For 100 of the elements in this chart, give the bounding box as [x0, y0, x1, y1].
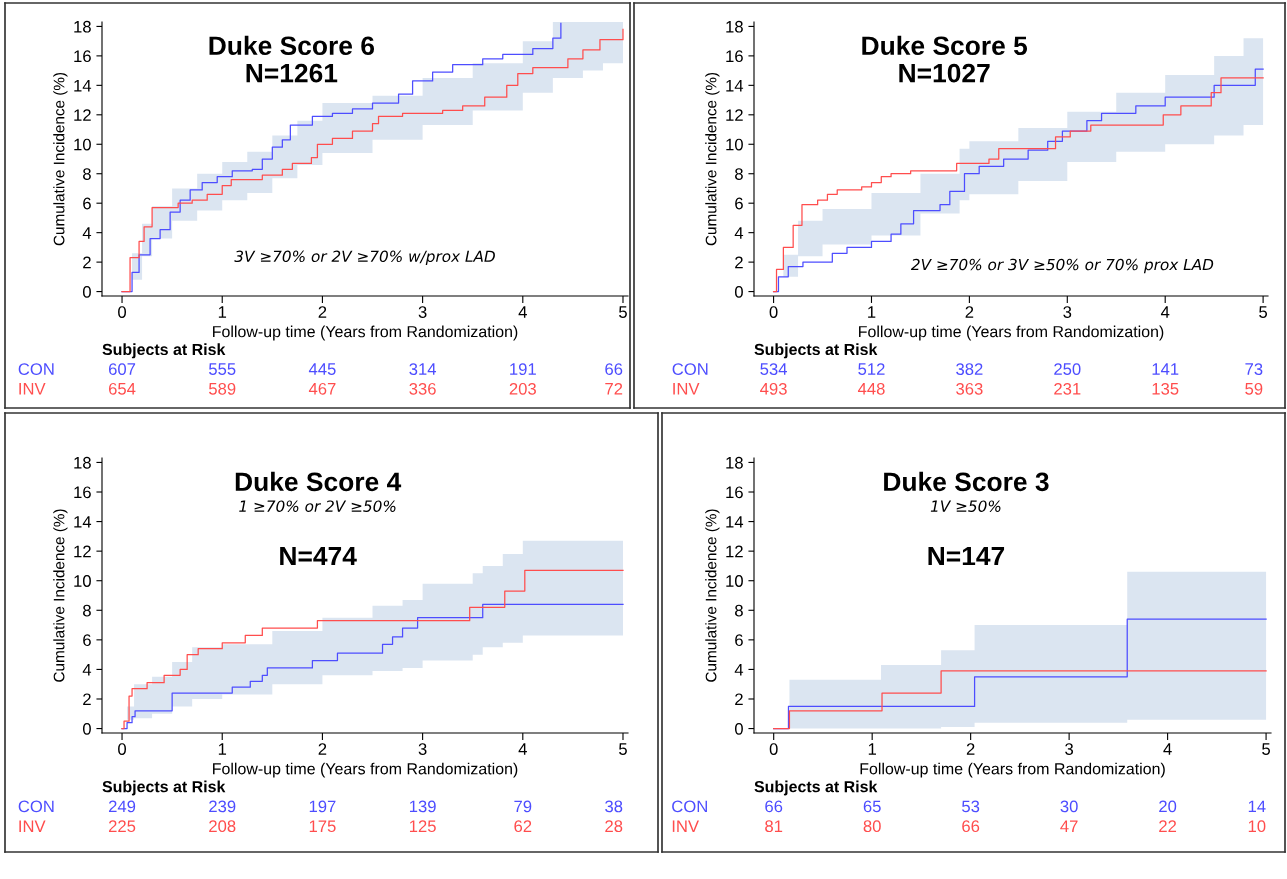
text: N=1261	[246, 63, 338, 83]
y-tick-label: 14	[74, 79, 92, 92]
text: 197	[309, 800, 336, 813]
x-tick-label: 4	[518, 306, 527, 318]
x-tick-label: 0	[769, 306, 778, 318]
y-tick-label: 16	[74, 50, 91, 63]
text: 10	[1248, 820, 1266, 833]
chart-title: Duke Score 6	[209, 35, 375, 56]
x-tick-label: 5	[619, 306, 627, 318]
text: 203	[509, 382, 536, 395]
x-tick-label: 0	[118, 306, 127, 318]
text: 81	[765, 820, 783, 833]
y-tick-label: 8	[83, 604, 91, 617]
text: 38	[605, 800, 623, 813]
x-tick-label: 2	[318, 743, 327, 755]
x-tick-label: 3	[418, 306, 427, 318]
y-tick-label: 2	[735, 256, 743, 269]
y-tick-label: 4	[82, 227, 92, 239]
text: 135	[1152, 382, 1179, 395]
y-tick-label: 6	[83, 634, 91, 647]
y-axis-title: Cumulative Incidence (%)	[705, 509, 720, 682]
y-tick-label: 4	[82, 664, 92, 676]
text: INV	[672, 820, 699, 832]
x-tick-label: 1	[218, 306, 227, 318]
y-tick-label: 4	[734, 227, 744, 239]
text: 65	[863, 800, 881, 813]
y-tick-label: 8	[735, 168, 743, 180]
y-tick-label: 2	[735, 693, 743, 706]
text: 589	[208, 382, 236, 395]
text: INV	[673, 383, 700, 395]
y-tick-label: 12	[726, 109, 743, 121]
y-tick-label: 14	[726, 79, 744, 92]
text: 208	[209, 820, 236, 833]
text: 20	[1159, 800, 1177, 813]
y-tick-label: 12	[726, 545, 743, 558]
text: 80	[863, 820, 881, 833]
text: Subjects at Risk	[102, 780, 226, 796]
x-axis-title: Follow-up time (Years from Randomization)	[213, 325, 518, 341]
x-tick-label: 3	[1063, 306, 1072, 318]
y-tick-label: 8	[735, 604, 743, 617]
text: 467	[308, 382, 336, 395]
y-tick-label: 4	[734, 664, 744, 676]
x-tick-label: 3	[1065, 743, 1074, 755]
text: CON	[672, 800, 707, 813]
text: 231	[1054, 382, 1081, 395]
y-tick-label: 0	[82, 722, 91, 735]
y-tick-label: 18	[726, 20, 743, 33]
x-tick-label: 3	[418, 743, 427, 755]
text: CON	[18, 363, 54, 375]
chart-title: Duke Score 5	[862, 35, 1028, 56]
text: 239	[209, 800, 236, 813]
chart-title: Duke Score 4	[235, 471, 402, 492]
text: 72	[605, 382, 623, 395]
y-tick-label: 12	[74, 545, 91, 558]
text: N=1027	[899, 63, 990, 83]
y-tick-label: 6	[83, 197, 91, 210]
x-tick-label: 2	[966, 743, 975, 755]
text: 250	[1054, 363, 1081, 375]
y-tick-label: 0	[734, 285, 743, 298]
text: INV	[19, 383, 46, 395]
x-tick-label: 2	[965, 306, 974, 318]
x-tick-label: 2	[318, 306, 327, 318]
text: 448	[857, 382, 885, 395]
text: 336	[409, 382, 436, 395]
y-tick-label: 18	[726, 456, 743, 469]
x-tick-label: 4	[518, 743, 527, 755]
x-tick-label: 5	[619, 743, 627, 755]
x-tick-label: 5	[1259, 306, 1268, 318]
y-axis-title: Cumulative Incidence (%)	[53, 72, 68, 246]
y-tick-label: 14	[726, 516, 744, 528]
annotation: 2V ≥70% or 3V ≥50% or 70% prox LAD	[910, 258, 1214, 274]
annotation: 1 ≥70% or 2V ≥50%	[239, 500, 396, 512]
text: 66	[605, 363, 623, 375]
text: 30	[1060, 800, 1078, 813]
text: 534	[760, 363, 787, 375]
y-tick-label: 18	[74, 20, 91, 33]
x-tick-label: 4	[1160, 306, 1170, 318]
annotation: 3V ≥70% or 2V ≥70% w/prox LAD	[234, 250, 495, 266]
text: 382	[956, 363, 983, 375]
x-tick-label: 0	[769, 743, 778, 755]
y-axis-title: Cumulative Incidence (%)	[53, 509, 68, 682]
y-tick-label: 12	[74, 109, 91, 121]
text: 654	[108, 382, 136, 395]
x-tick-label: 1	[868, 306, 876, 318]
text: Subjects at Risk	[754, 780, 878, 796]
text: 445	[308, 363, 336, 375]
text: 555	[208, 363, 236, 375]
y-axis-title: Cumulative Incidence (%)	[705, 72, 720, 246]
y-tick-label: 0	[734, 722, 743, 735]
y-tick-label: 2	[83, 693, 91, 706]
x-tick-label: 1	[218, 743, 227, 755]
y-tick-label: 6	[735, 634, 743, 647]
y-tick-label: 10	[74, 138, 91, 151]
x-tick-label: 5	[1262, 743, 1271, 755]
text: 225	[108, 820, 136, 833]
text: 22	[1159, 820, 1177, 832]
text: 493	[760, 382, 787, 395]
text: Subjects at Risk	[754, 343, 878, 359]
text: 66	[765, 800, 783, 813]
x-tick-label: 0	[118, 743, 127, 755]
